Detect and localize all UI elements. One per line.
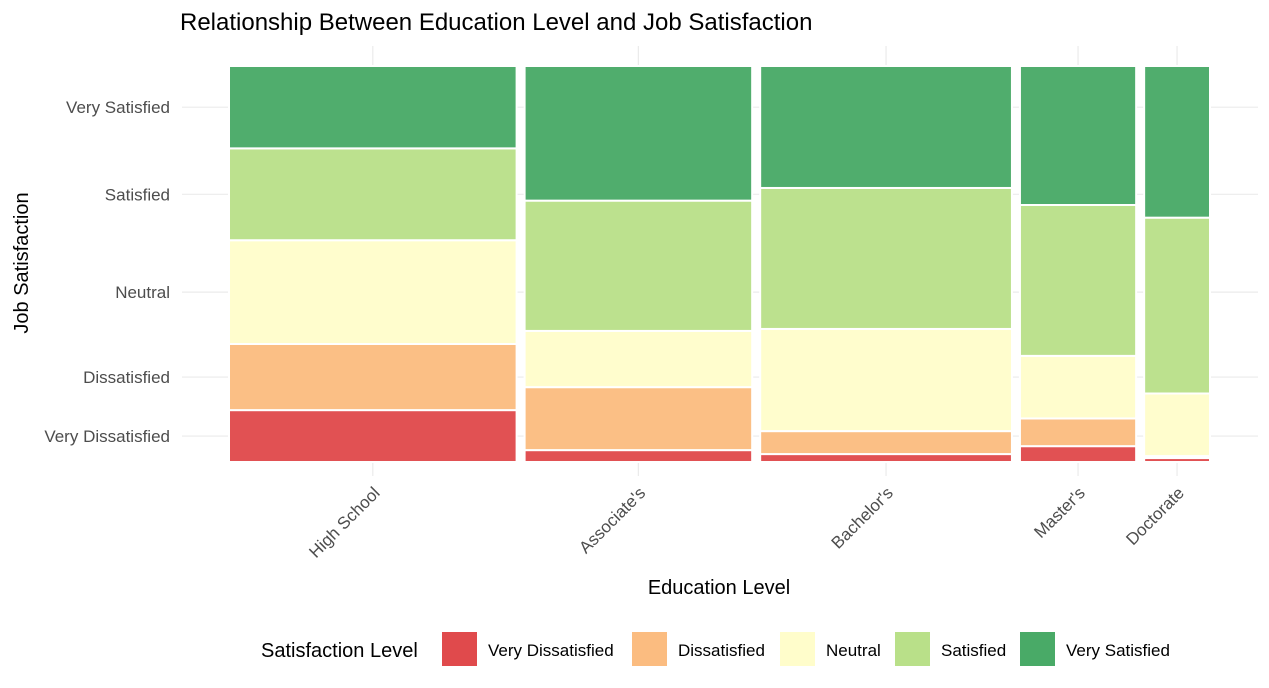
tile-bachelor-s-very-satisfied bbox=[759, 65, 1013, 189]
tile-high-school-very-satisfied bbox=[228, 65, 518, 150]
x-tick-bachelor-s: Bachelor's bbox=[828, 483, 897, 552]
tile-associate-s-very-dissatisfied bbox=[523, 449, 754, 463]
legend-swatch-dissatisfied bbox=[632, 632, 667, 666]
legend-label-very-dissatisfied: Very Dissatisfied bbox=[488, 641, 614, 660]
chart-title: Relationship Between Education Level and… bbox=[180, 9, 812, 36]
y-tick-very-dissatisfied: Very Dissatisfied bbox=[44, 427, 170, 446]
legend-label-very-satisfied: Very Satisfied bbox=[1066, 641, 1170, 660]
tile-bachelor-s-neutral bbox=[759, 327, 1013, 433]
tile-master-s-satisfied bbox=[1018, 203, 1138, 357]
x-tick-labels: High School Associate's Bachelor's Master's… bbox=[305, 483, 1188, 561]
legend-items: Very Dissatisfied Dissatisfied Neutral Sati… bbox=[442, 632, 1170, 666]
legend-title: Satisfaction Level bbox=[261, 640, 418, 662]
tile-doctorate-very-satisfied bbox=[1143, 65, 1211, 219]
tile-associate-s-satisfied bbox=[523, 199, 754, 332]
tile-high-school-neutral bbox=[228, 239, 518, 345]
legend-label-dissatisfied: Dissatisfied bbox=[678, 641, 765, 660]
x-tick-master-s: Master's bbox=[1030, 483, 1088, 541]
tiles bbox=[228, 65, 1211, 464]
tile-master-s-neutral bbox=[1018, 354, 1138, 420]
tile-bachelor-s-satisfied bbox=[759, 186, 1013, 330]
tile-master-s-dissatisfied bbox=[1018, 417, 1138, 448]
y-tick-labels: Very Dissatisfied Dissatisfied Neutral Sati… bbox=[44, 98, 170, 446]
y-tick-satisfied: Satisfied bbox=[105, 185, 170, 204]
tile-associate-s-dissatisfied bbox=[523, 386, 754, 452]
tile-doctorate-neutral bbox=[1143, 392, 1211, 458]
x-tick-high-school: High School bbox=[305, 483, 383, 561]
tile-associate-s-neutral bbox=[523, 329, 754, 389]
y-tick-dissatisfied: Dissatisfied bbox=[83, 368, 170, 387]
legend: Satisfaction Level Very Dissatisfied Diss… bbox=[261, 632, 1170, 666]
legend-label-neutral: Neutral bbox=[826, 641, 881, 660]
y-tick-very-satisfied: Very Satisfied bbox=[66, 98, 170, 117]
legend-swatch-very-satisfied bbox=[1020, 632, 1055, 666]
tile-bachelor-s-very-dissatisfied bbox=[759, 453, 1013, 463]
tile-master-s-very-dissatisfied bbox=[1018, 445, 1138, 464]
y-tick-neutral: Neutral bbox=[115, 283, 170, 302]
x-tick-doctorate: Doctorate bbox=[1122, 483, 1188, 549]
y-axis-title: Job Satisfaction bbox=[11, 192, 33, 333]
tile-high-school-very-dissatisfied bbox=[228, 409, 518, 463]
tile-high-school-satisfied bbox=[228, 147, 518, 242]
legend-swatch-satisfied bbox=[895, 632, 930, 666]
tile-bachelor-s-dissatisfied bbox=[759, 430, 1013, 456]
tile-doctorate-satisfied bbox=[1143, 216, 1211, 395]
tile-associate-s-very-satisfied bbox=[523, 65, 754, 202]
x-axis-title: Education Level bbox=[648, 577, 790, 599]
x-tick-associate-s: Associate's bbox=[575, 483, 649, 557]
legend-label-satisfied: Satisfied bbox=[941, 641, 1006, 660]
tile-high-school-dissatisfied bbox=[228, 342, 518, 412]
tile-master-s-very-satisfied bbox=[1018, 65, 1138, 206]
legend-swatch-neutral bbox=[780, 632, 815, 666]
legend-swatch-very-dissatisfied bbox=[442, 632, 477, 666]
